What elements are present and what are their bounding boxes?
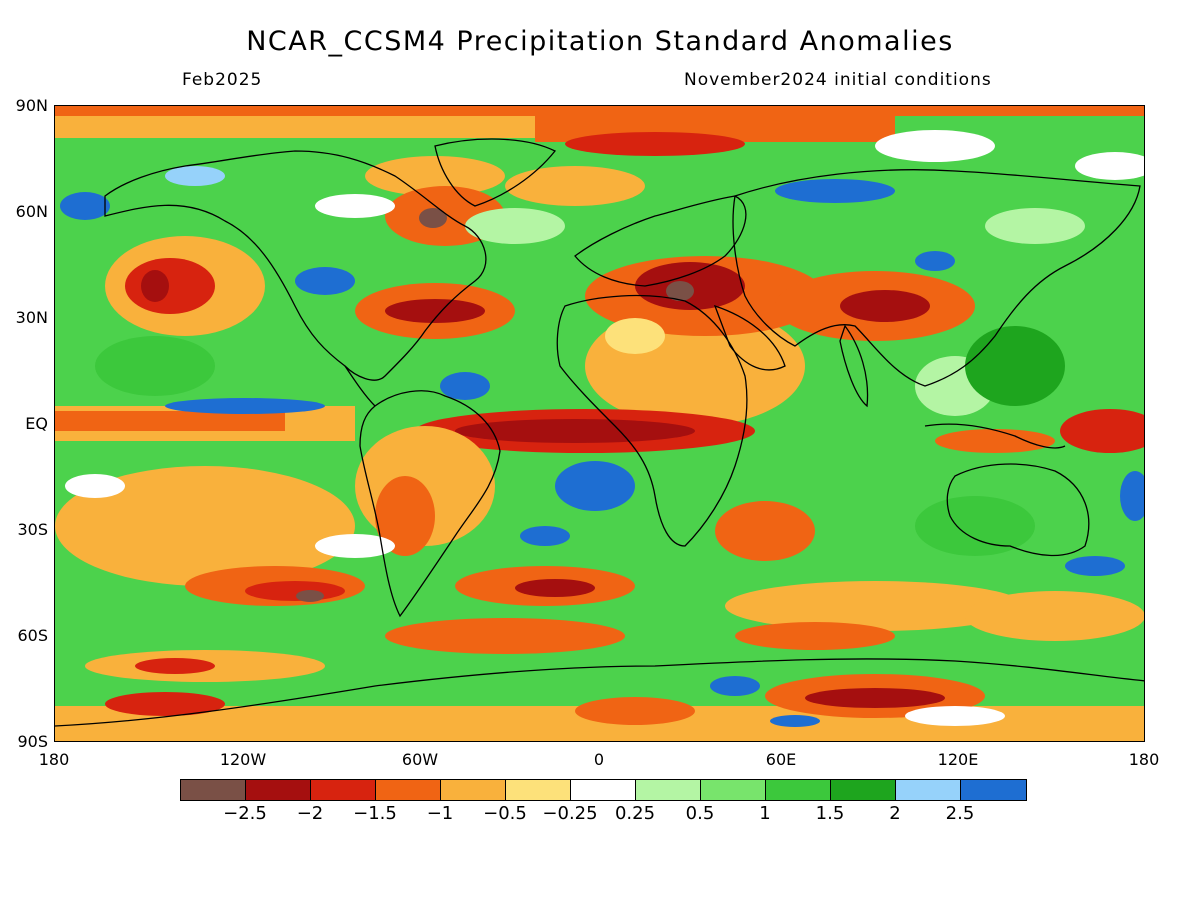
colorbar-tick-label: −0.5	[483, 803, 527, 824]
forecast-month: Feb2025	[182, 70, 263, 90]
colorbar-swatch	[961, 780, 1026, 800]
colorbar-swatch	[311, 780, 376, 800]
colorbar-tick-label: 2	[889, 803, 901, 824]
lon-label: 0	[593, 750, 605, 769]
lon-label: 180	[1128, 750, 1160, 769]
colorbar-swatch	[506, 780, 571, 800]
colorbar-swatch	[246, 780, 311, 800]
lat-label: 60N	[15, 202, 48, 221]
colorbar-swatch	[831, 780, 896, 800]
colorbar-tick-label: 0.25	[614, 803, 656, 824]
lon-label: 120W	[219, 750, 267, 769]
lon-label: 180	[38, 750, 70, 769]
lat-label: 30N	[15, 308, 48, 327]
colorbar	[180, 779, 1027, 801]
precipitation-anomaly-map	[54, 105, 1145, 742]
map-title: NCAR_CCSM4 Precipitation Standard Anomal…	[246, 26, 954, 57]
colorbar-tick-label: 0.5	[685, 803, 715, 824]
colorbar-swatch	[896, 780, 961, 800]
lat-label: 30S	[17, 520, 48, 539]
colorbar-tick-label: −1.5	[353, 803, 397, 824]
colorbar-swatch	[376, 780, 441, 800]
colorbar-swatch	[701, 780, 766, 800]
lat-label: 90S	[17, 732, 48, 751]
lon-label: 120E	[937, 750, 979, 769]
colorbar-tick-label: 2.5	[945, 803, 975, 824]
colorbar-tick-label: 1	[759, 803, 771, 824]
anomaly-field	[55, 106, 1144, 741]
lat-label: 90N	[15, 96, 48, 115]
lon-label: 60E	[765, 750, 797, 769]
colorbar-swatch	[571, 780, 636, 800]
colorbar-tick-label: −1	[426, 803, 454, 824]
colorbar-swatch	[636, 780, 701, 800]
colorbar-tick-label: −2.5	[223, 803, 267, 824]
colorbar-tick-label: −0.25	[542, 803, 598, 824]
colorbar-swatch	[766, 780, 831, 800]
colorbar-tick-label: 1.5	[815, 803, 845, 824]
colorbar-swatch	[181, 780, 246, 800]
lat-label: EQ	[25, 414, 48, 433]
colorbar-tick-label: −2	[296, 803, 324, 824]
lon-label: 60W	[401, 750, 439, 769]
colorbar-swatch	[441, 780, 506, 800]
lat-label: 60S	[17, 626, 48, 645]
initial-conditions: November2024 initial conditions	[684, 70, 992, 90]
